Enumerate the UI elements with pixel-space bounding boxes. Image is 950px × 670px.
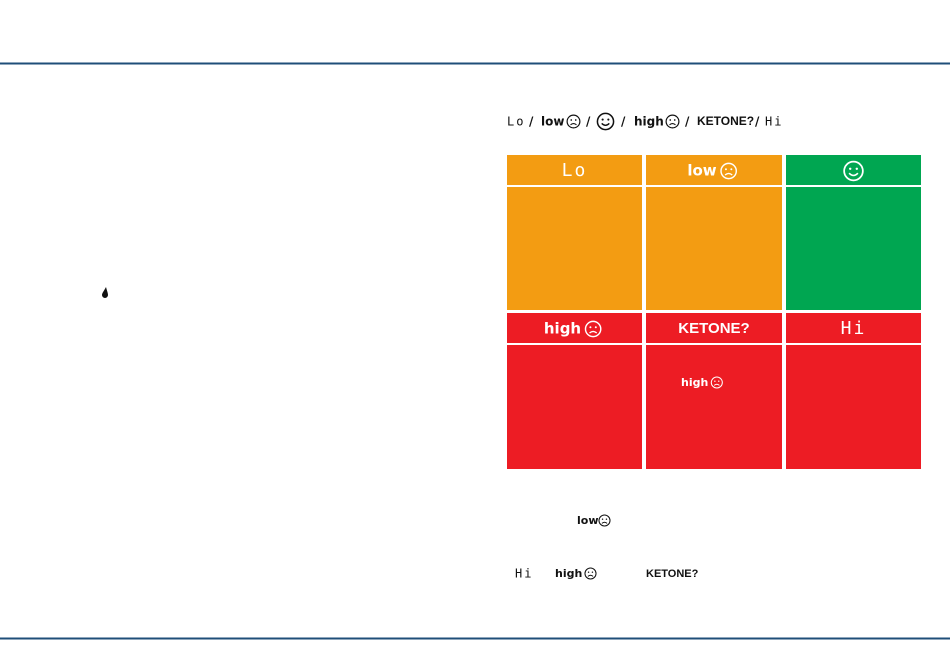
- legend: Lo / low / / high / KETONE? / Hi: [507, 112, 783, 131]
- happy-face-icon: [596, 112, 615, 131]
- cell-label: Lo: [562, 160, 588, 181]
- grid-cell: [646, 155, 782, 310]
- grid-cell: [646, 313, 782, 469]
- note-high: high: [555, 567, 582, 580]
- note-low: low: [577, 514, 599, 527]
- grid-cell: [786, 155, 921, 310]
- legend-lo: Lo: [507, 115, 525, 129]
- legend-ketone: KETONE?: [697, 114, 754, 128]
- legend-high: high: [634, 115, 664, 129]
- grid-cell: [786, 313, 921, 469]
- cell-label: high: [544, 320, 581, 338]
- cell-label: low: [687, 162, 716, 180]
- separator: /: [586, 115, 591, 129]
- grid-cell: [507, 313, 642, 469]
- cell-label: Hi: [841, 318, 867, 339]
- separator: /: [685, 115, 690, 129]
- sad-face-icon: [584, 567, 597, 580]
- sad-face-icon: [665, 114, 680, 129]
- note-hi: Hi: [515, 567, 533, 581]
- result-grid: Lo low high KETONE? high Hi: [507, 155, 921, 469]
- separator: /: [755, 115, 760, 129]
- cell-label: KETONE?: [678, 320, 749, 337]
- notes: low Hi high KETONE?: [515, 514, 699, 581]
- legend-low: low: [541, 115, 564, 129]
- drop-icon: [102, 287, 108, 298]
- separator: /: [529, 115, 534, 129]
- note-ketone: KETONE?: [646, 568, 699, 580]
- cell-note: high: [681, 376, 708, 389]
- sad-face-icon: [566, 114, 581, 129]
- sad-face-icon: [598, 514, 611, 527]
- legend-hi: Hi: [765, 115, 783, 129]
- grid-cell: [507, 155, 642, 310]
- separator: /: [621, 115, 626, 129]
